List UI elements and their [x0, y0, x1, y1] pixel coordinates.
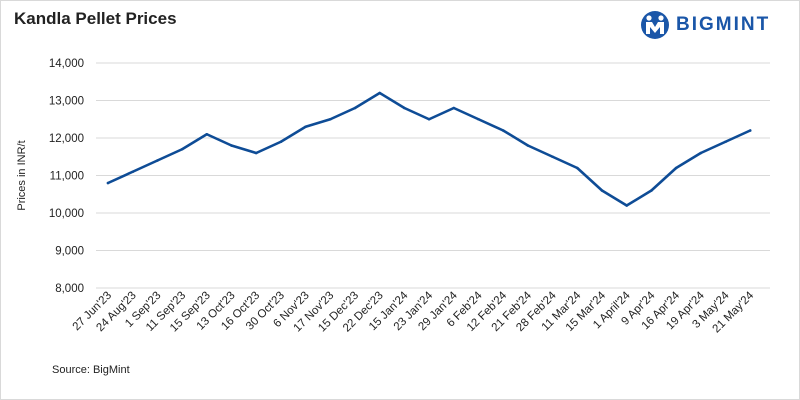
y-tick-label: 12,000: [49, 133, 84, 145]
data-point: [378, 91, 382, 95]
y-tick-label: 13,000: [49, 96, 84, 108]
data-point: [748, 129, 752, 132]
data-point: [279, 140, 283, 144]
series-line: [106, 91, 752, 207]
data-point: [501, 129, 505, 132]
y-tick-label: 8,000: [55, 283, 84, 295]
data-point: [304, 125, 307, 129]
data-point: [254, 151, 258, 155]
data-point: [650, 189, 653, 192]
y-tick-label: 9,000: [55, 246, 84, 258]
brand-logo: BIGMINT: [640, 10, 770, 40]
data-point: [230, 144, 233, 147]
gridlines: [96, 62, 770, 289]
data-point: [477, 117, 480, 121]
data-point: [452, 106, 456, 110]
data-point: [526, 144, 530, 147]
data-point: [329, 117, 332, 121]
data-point: [674, 166, 678, 170]
data-point: [353, 106, 357, 110]
data-point: [600, 189, 604, 192]
data-point: [205, 132, 209, 136]
data-point: [180, 147, 184, 151]
data-point: [625, 204, 628, 207]
y-tick-label: 11,000: [50, 171, 84, 183]
bigmint-logo-icon: [641, 11, 669, 39]
data-point: [156, 159, 159, 162]
data-point: [551, 155, 554, 159]
y-tick-label: 10,000: [49, 208, 84, 220]
y-axis-ticks: 8,000 9,000 10,000 11,000 12,000 13,000 14,000: [49, 58, 84, 295]
data-point: [131, 170, 134, 174]
series-layer: [106, 91, 752, 207]
page-title: Kandla Pellet Prices: [14, 9, 177, 28]
data-point: [106, 181, 110, 185]
data-point: [724, 140, 727, 144]
data-point: [576, 166, 579, 170]
data-point: [403, 106, 406, 110]
brand-name: BIGMINT: [676, 14, 771, 35]
y-axis-label: Prices in INR/t: [16, 140, 28, 210]
source-note: Source: BigMint: [52, 364, 130, 376]
data-point: [427, 117, 431, 121]
y-tick-label: 14,000: [49, 58, 84, 70]
data-point: [699, 151, 703, 155]
